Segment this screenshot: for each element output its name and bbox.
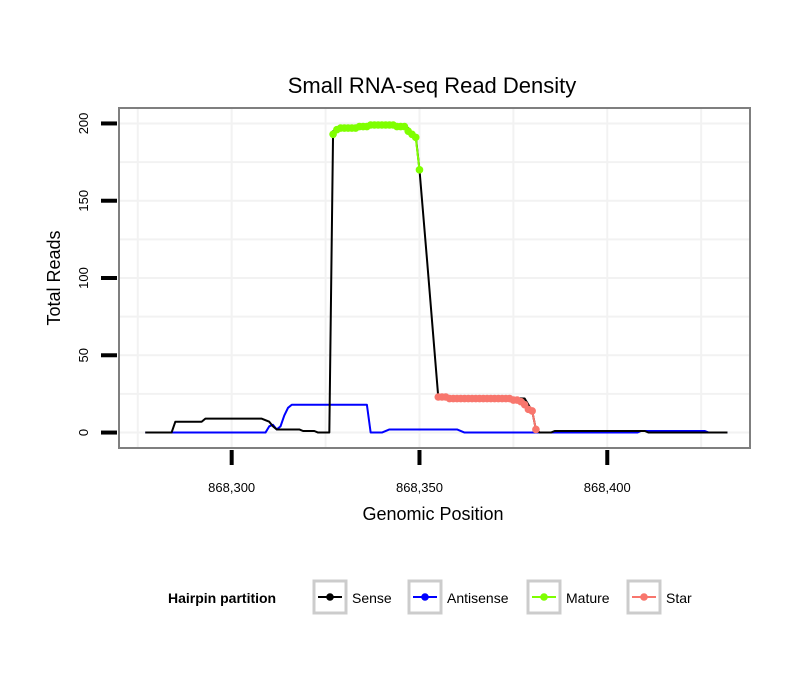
point-star [532,425,540,434]
panel-border [118,107,751,449]
y-tick-label: 100 [76,267,91,289]
legend-label-star: Star [666,590,692,606]
x-tick-label: 868,350 [396,480,443,495]
legend-dot-mature [540,593,548,601]
legend-item-antisense: Antisense [407,579,509,615]
y-tick-label: 50 [76,348,91,362]
point-mature [415,166,424,174]
legend-label-mature: Mature [566,590,610,606]
legend-title: Hairpin partition [168,590,276,606]
y-axis-title: Total Reads [44,230,64,325]
legend-label-antisense: Antisense [447,590,509,606]
legend-dot-sense [326,593,334,601]
y-tick-label: 0 [76,429,91,436]
legend-dot-star [640,593,648,601]
x-axis-title: Genomic Position [362,504,503,524]
y-tick-label: 150 [76,190,91,212]
legend-items: Sense Antisense Mature Star [312,579,692,615]
legend-item-sense: Sense [312,579,392,615]
point-star [528,407,536,415]
legend-item-star: Star [626,579,692,615]
point-mature [411,133,420,142]
series-layer [145,121,728,434]
y-axis: 0 50 100 150 200 [76,113,117,436]
chart-title: Small RNA-seq Read Density [288,73,577,98]
x-axis: 868,300 868,350 868,400 [208,450,631,495]
x-tick-label: 868,400 [584,480,631,495]
legend: Hairpin partition Sense Antisense Mature St… [168,579,692,615]
legend-dot-antisense [421,593,429,601]
legend-item-mature: Mature [526,579,610,615]
legend-label-sense: Sense [352,590,392,606]
y-tick-label: 200 [76,113,91,135]
x-tick-label: 868,300 [208,480,255,495]
